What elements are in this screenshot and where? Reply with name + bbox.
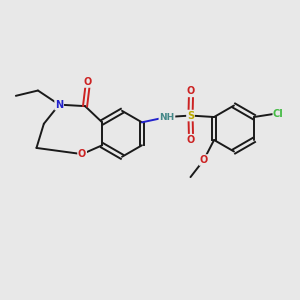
Text: S: S bbox=[187, 110, 194, 121]
Text: N: N bbox=[55, 100, 63, 110]
Text: O: O bbox=[84, 77, 92, 87]
Text: Cl: Cl bbox=[273, 109, 284, 119]
Text: O: O bbox=[187, 86, 195, 96]
Text: O: O bbox=[187, 135, 195, 145]
Text: O: O bbox=[200, 155, 208, 165]
Text: NH: NH bbox=[159, 112, 175, 122]
Text: O: O bbox=[78, 149, 86, 159]
